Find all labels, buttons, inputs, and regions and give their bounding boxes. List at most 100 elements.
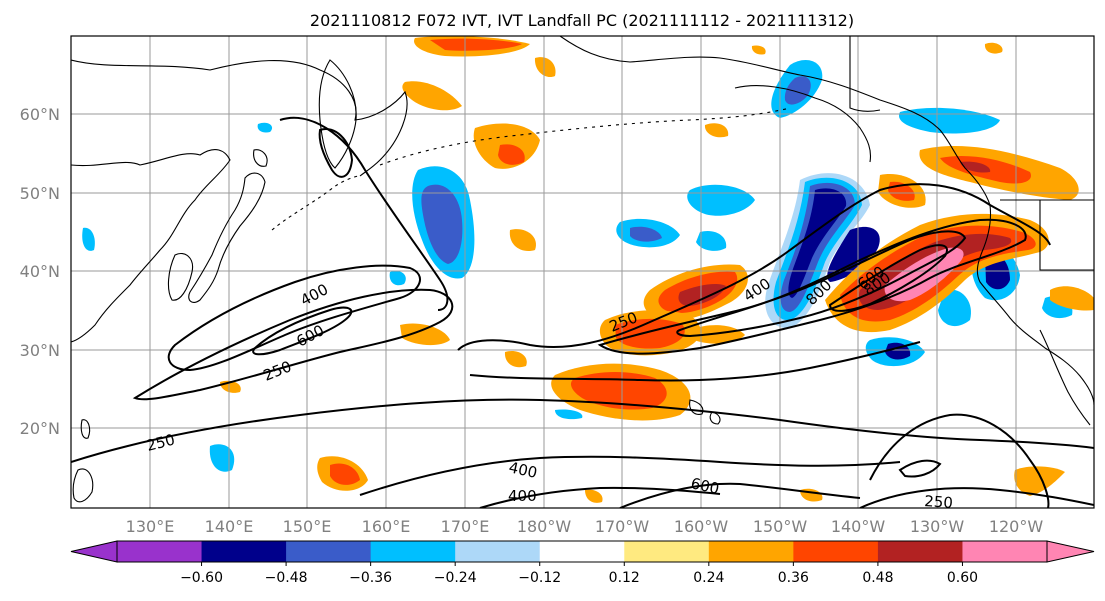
ivt-contours <box>71 116 1094 508</box>
ivt-contour-400 <box>359 455 901 496</box>
baja-coastline <box>1039 329 1091 426</box>
japan-coastline <box>253 149 268 167</box>
positive-anomaly-region <box>1050 286 1094 311</box>
negative-anomaly-region <box>82 227 95 251</box>
colorbar-segment <box>624 541 710 562</box>
lat-label: 20°N <box>20 419 60 438</box>
taiwan-coastline <box>80 419 91 439</box>
colorbar-tick-label: −0.36 <box>349 570 392 586</box>
negative-anomaly-region <box>784 76 811 105</box>
positive-anomaly-region <box>330 463 360 485</box>
lat-label: 40°N <box>20 262 60 281</box>
positive-anomaly-region <box>1014 466 1065 496</box>
negative-anomaly-region <box>827 226 880 282</box>
longitude-labels: 130°E 140°E 150°E 160°E 170°E 180°W 170°… <box>126 517 1044 536</box>
north-america-coastline <box>559 36 1094 406</box>
map-panel: 250 400 600 800 250 400 600 800 250 400 … <box>70 35 1095 512</box>
colorbar-extend-high <box>1046 540 1095 563</box>
kuril-islands <box>271 175 359 231</box>
hawaii-islands <box>709 411 721 425</box>
colorbar-frame <box>116 540 1048 563</box>
positive-anomaly-region <box>400 323 450 346</box>
colorbar-tick-label: 0.24 <box>693 570 724 586</box>
lon-label: 170°W <box>595 517 650 536</box>
colorbar: −0.60 −0.48 −0.36 −0.24 −0.12 0.12 0.24 0.36 0.4… <box>70 540 1095 586</box>
ivt-contour-600 <box>898 459 942 478</box>
positive-anomaly-region <box>678 284 726 306</box>
philippines-coastline <box>72 468 94 503</box>
ivt-contour-250 <box>71 398 1094 463</box>
positive-anomaly-region <box>570 372 667 410</box>
lat-label: 60°N <box>20 105 60 124</box>
ivt-contour-250 <box>132 288 454 401</box>
lon-label: 150°W <box>753 517 808 536</box>
contour-label: 400 <box>507 458 539 482</box>
lon-label: 130°W <box>910 517 965 536</box>
ivt-contour-600 <box>252 306 353 356</box>
positive-anomaly-region <box>704 123 729 138</box>
negative-anomaly-region <box>389 270 406 286</box>
lon-label: 130°E <box>126 517 175 536</box>
colorbar-tick-label: 0.36 <box>778 570 809 586</box>
ivt-contour-400 <box>279 116 449 311</box>
ivt-contour-600 <box>676 230 967 338</box>
colorbar-segment <box>793 541 879 562</box>
positive-anomaly-region <box>585 489 603 503</box>
ivt-contour-250 <box>469 341 921 382</box>
lon-label: 160°E <box>362 517 411 536</box>
colorbar-tick-label: −0.24 <box>434 570 477 586</box>
canada-border <box>849 36 881 112</box>
colorbar-segment <box>117 541 203 562</box>
asia-coastline <box>71 149 231 343</box>
colorbar-segment <box>286 541 372 562</box>
colorbar-segment <box>877 541 963 562</box>
kamchatka-coastline <box>318 59 357 169</box>
korea-coastline <box>167 253 194 301</box>
latitude-labels: 60°N 50°N 40°N 30°N 20°N <box>20 105 60 438</box>
colorbar-extend-low <box>70 540 118 563</box>
positive-anomaly-region <box>430 38 522 51</box>
positive-anomaly-region <box>960 161 991 173</box>
colorbar-segment <box>455 541 541 562</box>
negative-anomaly-region <box>938 289 971 327</box>
positive-anomaly-region <box>498 144 525 165</box>
colorbar-tick-label: −0.48 <box>265 570 308 586</box>
us-state-border <box>1039 200 1094 271</box>
colorbar-tick-label: −0.60 <box>180 570 223 586</box>
lon-label: 140°W <box>831 517 886 536</box>
lon-label: 140°E <box>205 517 254 536</box>
negative-anomaly-region <box>257 122 273 133</box>
contour-label: 400 <box>508 487 537 505</box>
map-frame <box>70 35 1095 509</box>
positive-anomaly-region <box>534 57 556 78</box>
asia-coastline <box>71 59 408 177</box>
colorbar-segment <box>370 541 456 562</box>
ivt-contour-400 <box>479 486 721 508</box>
colorbar-tick-label: 0.12 <box>609 570 640 586</box>
lon-label: 120°W <box>989 517 1044 536</box>
positive-anomaly-region <box>509 229 536 252</box>
lon-label: 160°W <box>674 517 729 536</box>
colorbar-tick-label: 0.48 <box>862 570 893 586</box>
colorbar-tick-label: 0.60 <box>947 570 978 586</box>
negative-anomaly-region <box>630 226 662 242</box>
positive-anomaly-region <box>984 42 1003 54</box>
lon-label: 150°E <box>283 517 332 536</box>
negative-anomaly-region <box>421 184 463 264</box>
colorbar-segment <box>539 541 625 562</box>
colorbar-segment <box>962 541 1048 562</box>
japan-coastline <box>188 172 266 303</box>
negative-anomaly-region <box>209 444 235 472</box>
lat-label: 50°N <box>20 184 60 203</box>
positive-anomaly-region <box>504 350 527 368</box>
positive-anomaly-region <box>751 45 766 55</box>
lon-label: 170°E <box>441 517 490 536</box>
hawaii-islands <box>689 399 704 415</box>
lon-label: 180°W <box>517 517 572 536</box>
ivt-contour-400 <box>869 413 1050 508</box>
colorbar-tick-label: −0.12 <box>518 570 561 586</box>
ivt-contour-800 <box>828 244 948 312</box>
ivt-contour-400 <box>167 264 422 372</box>
alaska-coastline <box>734 85 872 163</box>
map-title: 2021110812 F072 IVT, IVT Landfall PC (20… <box>310 11 854 30</box>
